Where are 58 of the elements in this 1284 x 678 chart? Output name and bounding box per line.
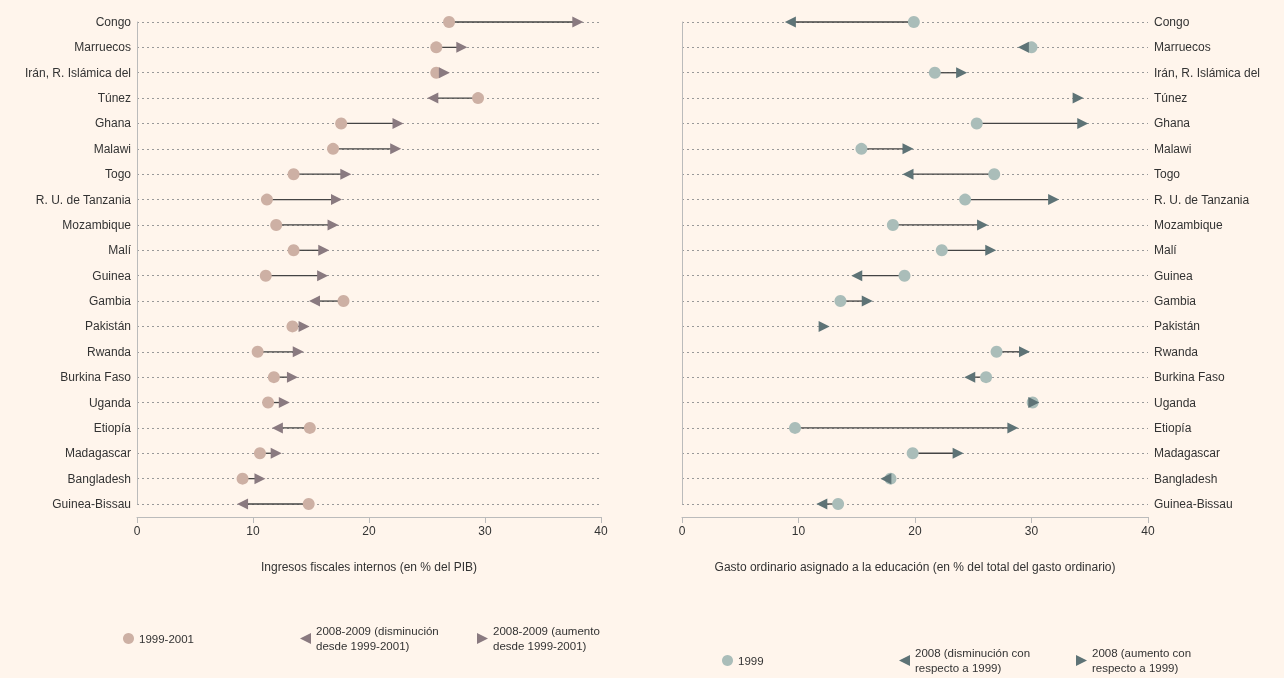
x-tick-label: 20 [908,524,922,538]
y-tick-label: R. U. de Tanzania [1154,192,1250,207]
y-tick-label: Gambia [88,294,132,309]
y-tick-label: Burkina Faso [60,370,132,385]
y-tick-label: Malawi [1154,141,1192,156]
x-tick-label: 40 [1141,524,1155,538]
y-tick-label: Congo [1154,15,1190,29]
x-tick-label: 10 [791,524,806,538]
y-tick-label: Togo [1154,167,1181,182]
y-tick-label: Túnez [97,91,131,106]
x-tick-label: 30 [1024,524,1039,538]
legend-label: 2008-2009 (disminución desde 1999-2001) [316,625,442,652]
legend-label: 2008-2009 (aumento desde 1999-2001) [493,625,603,652]
y-tick-label: Etiopía [93,420,132,435]
x-tick-label: 40 [594,524,608,538]
y-tick-label: Túnez [1154,91,1188,106]
x-tick-label: 20 [362,524,376,538]
y-tick-label: Uganda [88,395,132,410]
legend-label: 2008 (disminución con respecto a 1999) [915,647,1034,674]
y-tick-label: Mozambique [1154,217,1224,232]
legend-label: 2008 (aumento con respecto a 1999) [1092,647,1195,674]
y-tick-label: Pakistán [1154,319,1201,334]
y-tick-label: Malí [1154,243,1178,258]
legend-label: 1999 [738,654,764,667]
y-tick-label: Guinea [1154,268,1194,283]
y-tick-label: Pakistán [84,319,131,334]
x-axis-title: Ingresos fiscales internos (en % del PIB) [260,560,478,574]
y-tick-label: Burkina Faso [1154,370,1226,385]
y-tick-label: Gambia [1154,294,1197,309]
y-tick-label: Irán, R. Islámica del [24,65,131,80]
y-tick-label: Guinea [92,268,132,283]
y-tick-label: Bangladesh [67,471,131,486]
y-tick-label: Congo [95,15,132,29]
y-tick-label: Ghana [94,116,132,131]
y-tick-label: Guinea-Bissau [1154,497,1233,511]
x-tick-label: 0 [133,524,141,538]
y-tick-label: Ghana [1154,116,1191,131]
y-tick-label: Irán, R. Islámica del [1154,65,1261,80]
y-tick-label: Uganda [1154,395,1197,410]
x-axis-title: Gasto ordinario asignado a la educación (en % del total del gasto ordinario) [714,560,1116,574]
y-tick-label: Malawi [93,141,131,156]
y-tick-label: Guinea-Bissau [52,497,131,511]
y-tick-label: Rwanda [86,344,132,359]
y-tick-label: R. U. de Tanzania [35,192,132,207]
legend-label: 1999-2001 [139,632,194,645]
y-tick-label: Marruecos [74,40,131,55]
y-tick-label: Togo [104,167,132,182]
y-tick-label: Marruecos [1154,40,1211,55]
x-tick-label: 10 [246,524,260,538]
y-tick-label: Madagascar [1154,446,1221,461]
y-tick-label: Bangladesh [1154,471,1218,486]
x-tick-label: 0 [678,524,686,538]
y-tick-label: Etiopía [1154,420,1192,435]
x-tick-label: 30 [478,524,492,538]
y-tick-label: Madagascar [64,446,131,461]
y-tick-label: Malí [108,243,132,258]
y-tick-label: Mozambique [62,217,132,232]
y-tick-label: Rwanda [1154,344,1199,359]
